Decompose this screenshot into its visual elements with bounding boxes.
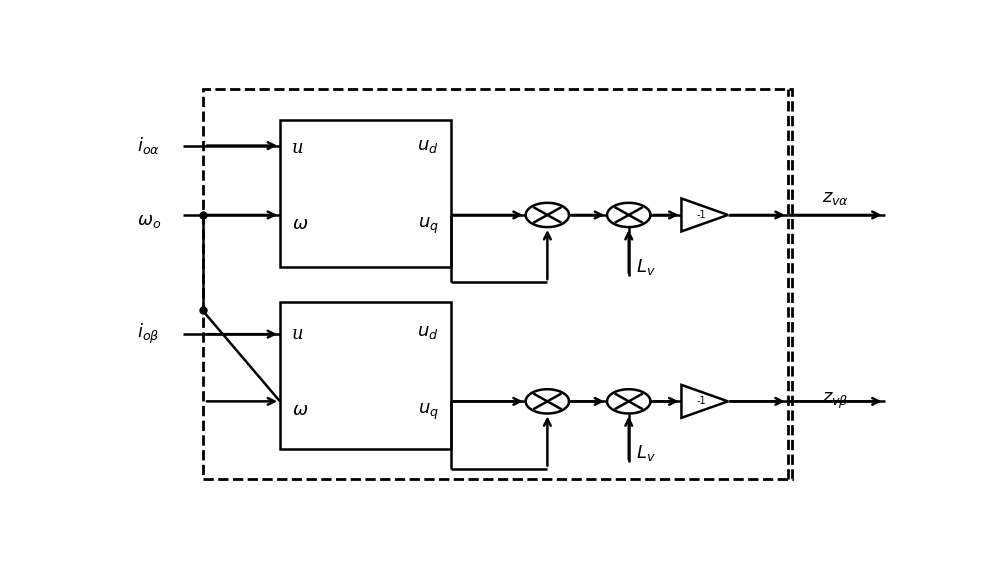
Text: $u_d$: $u_d$ xyxy=(417,137,439,155)
Text: $\omega_o$: $\omega_o$ xyxy=(137,212,161,230)
Text: $\omega$: $\omega$ xyxy=(292,215,308,233)
Text: $u_q$: $u_q$ xyxy=(418,216,439,236)
Text: $i_{o\beta}$: $i_{o\beta}$ xyxy=(137,322,159,346)
Text: u: u xyxy=(292,138,303,157)
Text: $z_{v\beta}$: $z_{v\beta}$ xyxy=(822,391,849,412)
Text: $i_{o\alpha}$: $i_{o\alpha}$ xyxy=(137,135,159,156)
Text: $\omega$: $\omega$ xyxy=(292,401,308,419)
Text: $L_v$: $L_v$ xyxy=(637,257,656,277)
Text: u: u xyxy=(292,325,303,343)
Text: $L_v$: $L_v$ xyxy=(637,444,656,463)
Text: $u_d$: $u_d$ xyxy=(417,323,439,341)
Text: $u_q$: $u_q$ xyxy=(418,402,439,422)
Text: -1: -1 xyxy=(697,396,706,406)
Text: -1: -1 xyxy=(697,210,706,220)
Text: $z_{v\alpha}$: $z_{v\alpha}$ xyxy=(822,189,850,207)
